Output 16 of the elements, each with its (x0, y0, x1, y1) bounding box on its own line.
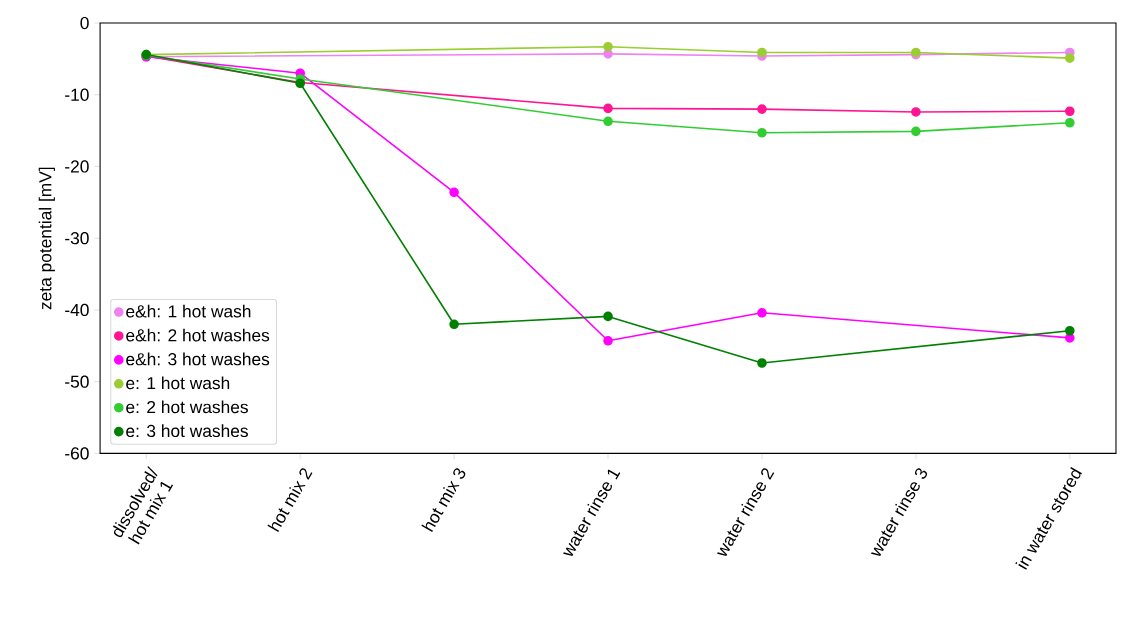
y-tick-label: -60 (65, 447, 89, 460)
legend-label: e&h: 2 hot washes (126, 328, 270, 342)
y-tick-label: -20 (65, 160, 89, 173)
y-tick-label: -50 (65, 375, 89, 389)
y-tick-label: -10 (65, 88, 89, 102)
legend-label: e: 3 hot washes (126, 424, 248, 438)
x-tick-label: hot mix 3 (421, 468, 466, 533)
legend-label: e: 2 hot washes (126, 400, 248, 414)
x-tick-label: hot mix 2 (267, 468, 313, 533)
legend-label: e&h: 3 hot washes (126, 352, 270, 366)
y-tick-label: -30 (65, 232, 89, 245)
legend-label: e: 1 hot wash (126, 376, 230, 390)
y-tick-label: 0 (80, 17, 89, 30)
y-axis-title: zeta potential [mV] (38, 167, 55, 310)
y-tick-label: -40 (65, 304, 89, 317)
legend-label: e&h: 1 hot wash (126, 304, 251, 318)
